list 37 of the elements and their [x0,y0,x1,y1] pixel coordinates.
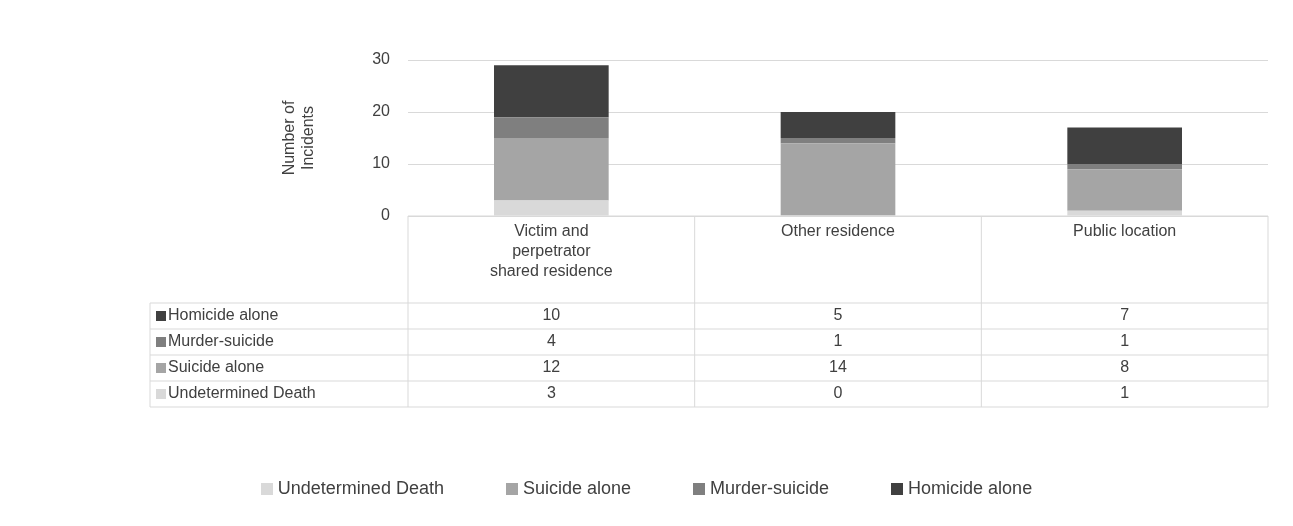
legend-label: Murder-suicide [168,332,274,350]
y-tick-label: 30 [372,50,391,68]
bar [494,117,609,138]
data-label: 8 [1120,358,1130,376]
data-label: 3 [546,384,556,402]
bar [780,112,896,138]
data-label: 4 [546,332,556,350]
y-tick-label: 10 [372,154,391,172]
bar [1067,127,1182,164]
data-label: 12 [542,358,561,376]
bar [1067,164,1182,170]
data-label: 7 [1120,306,1130,324]
x-tick-label: Public location [1073,222,1177,240]
bar [494,65,609,118]
data-label: 1 [1120,332,1130,350]
x-tick-label: Victim and perpetrator shared residence [489,222,613,280]
data-label: 1 [833,332,843,350]
data-label: 10 [542,306,561,324]
data-label: 5 [833,306,843,324]
y-tick-label: 0 [381,206,391,224]
data-label: 1 [1120,384,1130,402]
bar [780,143,896,216]
legend-label: Suicide alone [522,478,632,499]
y-axis-title: Number of Incidents [280,100,317,176]
text: Suicide alone [168,358,265,376]
x-tick-label: Other residence [781,222,896,240]
legend-label: Homicide alone [168,306,279,324]
data-label: 0 [833,384,843,402]
text: Murder-suicide [710,478,830,498]
legend-label: Undetermined Death [168,384,316,402]
data-label: 14 [829,358,847,376]
y-tick-label: 20 [372,102,391,120]
bar [780,138,896,144]
text: Undetermined Death [277,478,444,498]
text: Homicide alone [908,478,1033,498]
bar [1067,169,1182,211]
bar [494,138,609,201]
